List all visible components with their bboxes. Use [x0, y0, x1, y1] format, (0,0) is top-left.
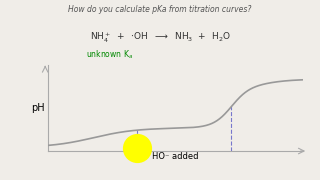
X-axis label: HO⁻ added: HO⁻ added: [152, 152, 199, 161]
Y-axis label: pH: pH: [31, 103, 44, 113]
Point: [134, 146, 140, 149]
Text: unknown K$_a$: unknown K$_a$: [86, 49, 133, 61]
Text: How do you calculate pKa from titration curves?: How do you calculate pKa from titration …: [68, 5, 252, 14]
Text: NH$_4^+$  +  $\cdot$OH  $\longrightarrow$  NH$_3$  +  H$_2$O: NH$_4^+$ + $\cdot$OH $\longrightarrow$ N…: [90, 31, 230, 45]
